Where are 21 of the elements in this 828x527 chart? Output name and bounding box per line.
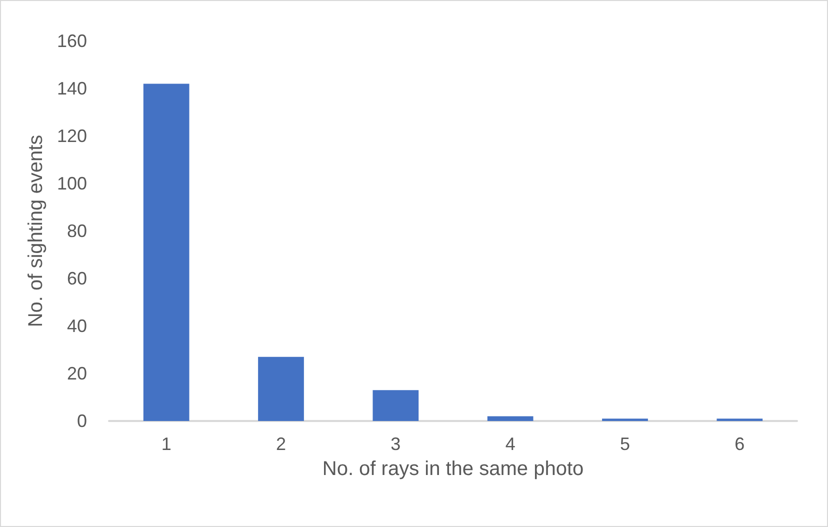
y-tick-label: 160 [56,31,87,51]
y-tick-label: 20 [66,364,87,384]
y-tick-label: 0 [76,411,87,431]
y-tick-label: 40 [66,316,87,336]
bar [258,356,304,421]
y-tick-label: 140 [56,78,87,98]
y-axis-title: No. of sighting events [25,134,48,328]
y-tick-label: 120 [56,126,87,146]
x-tick-label: 6 [734,434,745,454]
x-axis-title: No. of rays in the same photo [322,458,584,480]
x-tick-label: 1 [161,434,172,454]
x-tick-label: 2 [276,434,286,454]
bar [143,84,190,421]
y-tick-label: 80 [66,221,87,241]
x-tick-label: 4 [505,434,516,454]
y-tick-label: 100 [56,174,87,194]
x-tick-label: 3 [390,434,401,454]
bar [372,390,419,421]
y-tick-label: 60 [66,268,87,288]
x-tick-label: 5 [620,434,630,454]
bar [487,416,534,421]
